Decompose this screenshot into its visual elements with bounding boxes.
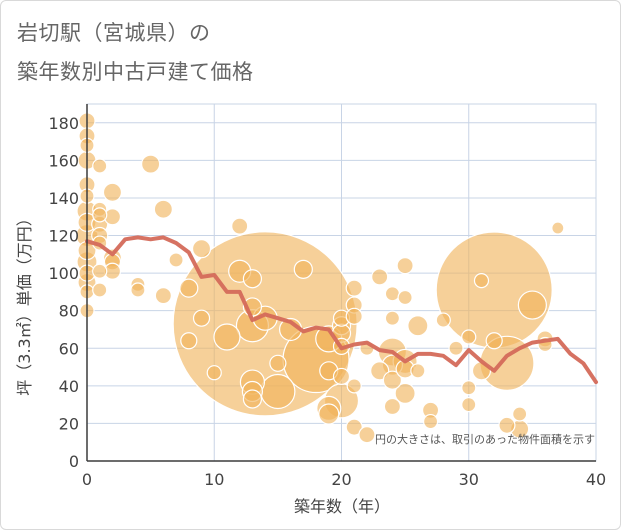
size-note: 円の大きさは、取引のあった物件面積を示す bbox=[375, 432, 595, 446]
bubble-point bbox=[512, 406, 528, 422]
bubble-point bbox=[517, 290, 547, 320]
bubble-point bbox=[168, 252, 184, 268]
trend-line bbox=[85, 235, 598, 385]
y-tick-label: 80 bbox=[59, 302, 79, 321]
y-tick-label: 100 bbox=[48, 264, 79, 283]
bubble-point bbox=[92, 207, 108, 223]
bubble-point bbox=[231, 217, 249, 235]
bubble-point bbox=[213, 323, 241, 351]
y-tick-label: 40 bbox=[59, 377, 79, 396]
bubble-point bbox=[345, 307, 363, 325]
bubble-point bbox=[473, 273, 490, 289]
bubble-point bbox=[154, 287, 172, 305]
bubble-point bbox=[180, 332, 198, 350]
bubble-point bbox=[435, 231, 553, 349]
bubble-point bbox=[410, 363, 426, 379]
bubble-point bbox=[153, 199, 173, 219]
bubble-point bbox=[260, 373, 296, 410]
bubble-point bbox=[396, 256, 414, 275]
bubble-point bbox=[382, 370, 402, 390]
bubble-point bbox=[141, 154, 161, 174]
bubble-series bbox=[75, 112, 565, 444]
bubble-point bbox=[345, 418, 363, 436]
x-tick-label: 40 bbox=[586, 470, 606, 489]
x-tick-label: 10 bbox=[204, 470, 224, 489]
bubble-point bbox=[461, 329, 477, 345]
bubble-point bbox=[394, 382, 416, 404]
bubble-point bbox=[269, 354, 287, 372]
bubble-point bbox=[92, 263, 108, 279]
bubble-point bbox=[242, 269, 263, 289]
bubble-point bbox=[407, 315, 429, 337]
y-tick-label: 140 bbox=[48, 189, 79, 208]
chart-title-line1: 岩切駅（宮城県）の bbox=[17, 21, 211, 45]
bubble-point bbox=[102, 182, 123, 202]
bubble-point bbox=[92, 282, 108, 298]
bubble-point bbox=[242, 389, 263, 409]
y-tick-label: 0 bbox=[69, 452, 79, 471]
bubble-point bbox=[179, 278, 199, 298]
y-tick-label: 160 bbox=[48, 151, 79, 170]
y-tick-label: 180 bbox=[48, 114, 79, 133]
x-tick-label: 30 bbox=[459, 470, 479, 489]
x-axis-title: 築年数（年） bbox=[294, 497, 390, 516]
bubble-point bbox=[130, 282, 146, 298]
bubble-point bbox=[346, 378, 362, 394]
bubble-point bbox=[371, 268, 389, 286]
bubble-point bbox=[206, 365, 222, 381]
bubble-point bbox=[383, 397, 401, 416]
bubble-point bbox=[551, 221, 565, 235]
bubble-point bbox=[358, 426, 376, 444]
axes: 0 20 40 60 80 100 120 140 160 180 0 10 20 30 40 bbox=[48, 104, 606, 489]
y-tick-label: 120 bbox=[48, 227, 79, 246]
bubble-point bbox=[422, 413, 439, 430]
bubble-point bbox=[192, 309, 211, 327]
bubble-point bbox=[293, 259, 313, 279]
x-tick-label: 20 bbox=[331, 470, 351, 489]
chart-title-line2: 築年数別中古戸建て価格 bbox=[17, 60, 254, 84]
y-axis-title: 坪（3.3㎡）単価（万円） bbox=[15, 210, 34, 395]
bubble-point bbox=[397, 289, 413, 306]
bubble-point bbox=[461, 397, 477, 413]
trend-series bbox=[85, 235, 598, 385]
bubble-point bbox=[485, 332, 503, 350]
bubble-point bbox=[92, 158, 108, 174]
bubble-point bbox=[332, 367, 351, 386]
bubble-point bbox=[191, 239, 212, 259]
bubble-point bbox=[448, 340, 464, 356]
y-tick-label: 20 bbox=[59, 414, 79, 433]
x-tick-label: 0 bbox=[82, 470, 92, 489]
bubble-point bbox=[318, 403, 340, 425]
bubble-point bbox=[384, 310, 400, 326]
bubble-point bbox=[435, 312, 451, 328]
y-tick-label: 60 bbox=[59, 339, 79, 358]
bubble-point bbox=[498, 416, 516, 434]
bubble-point bbox=[345, 279, 363, 297]
bubble-point bbox=[384, 286, 400, 302]
bubble-point bbox=[461, 380, 477, 396]
